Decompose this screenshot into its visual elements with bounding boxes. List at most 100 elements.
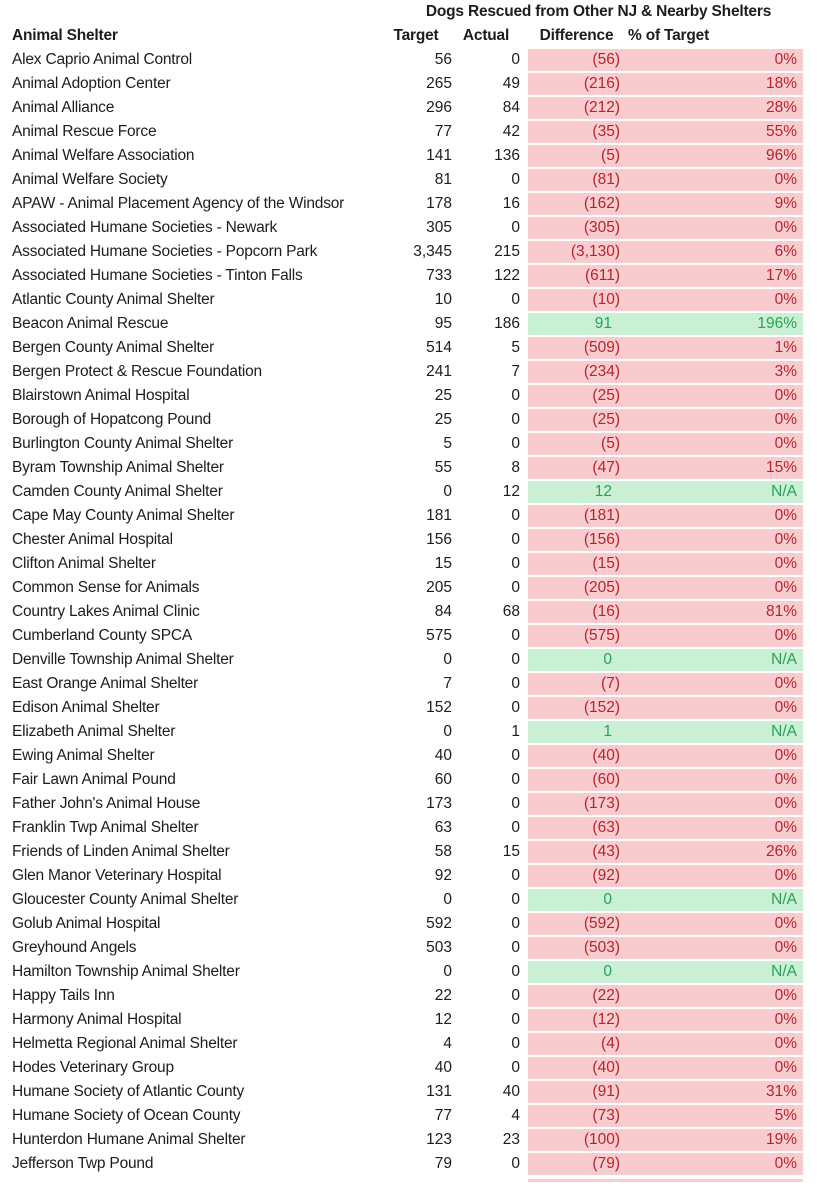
actual-cell[interactable]: 0 xyxy=(511,387,520,404)
percent-of-target-cell[interactable]: 0% xyxy=(625,672,803,696)
actual-cell[interactable]: 0 xyxy=(511,891,520,908)
shelter-name-cell[interactable]: Denville Township Animal Shelter xyxy=(12,651,234,668)
target-cell[interactable]: 0 xyxy=(443,483,452,500)
target-cell[interactable]: 95 xyxy=(434,315,452,332)
percent-of-target-cell[interactable]: N/A xyxy=(625,960,803,984)
actual-cell[interactable]: 0 xyxy=(511,1035,520,1052)
shelter-name-cell[interactable]: APAW - Animal Placement Agency of the Wi… xyxy=(12,195,345,212)
actual-cell[interactable]: 0 xyxy=(511,507,520,524)
target-cell[interactable]: 3,345 xyxy=(413,243,452,260)
percent-of-target-cell[interactable]: N/A xyxy=(625,648,803,672)
shelter-name-cell[interactable]: Animal Adoption Center xyxy=(12,75,171,92)
difference-cell[interactable]: (47) xyxy=(528,456,625,480)
percent-of-target-cell[interactable]: 6% xyxy=(625,240,803,264)
shelter-name-cell[interactable]: Associated Humane Societies - Popcorn Pa… xyxy=(12,243,318,260)
shelter-name-cell[interactable]: Cape May County Animal Shelter xyxy=(12,507,235,524)
actual-cell[interactable]: 0 xyxy=(511,867,520,884)
actual-cell[interactable]: 0 xyxy=(511,51,520,68)
percent-of-target-cell[interactable]: 0% xyxy=(625,504,803,528)
actual-cell[interactable]: 23 xyxy=(502,1131,520,1148)
shelter-name-cell[interactable]: Hunterdon Humane Animal Shelter xyxy=(12,1131,246,1148)
shelter-name-cell[interactable]: Harmony Animal Hospital xyxy=(12,1011,182,1028)
shelter-name-cell[interactable]: Blairstown Animal Hospital xyxy=(12,387,190,404)
percent-of-target-cell[interactable]: 15% xyxy=(625,456,803,480)
difference-cell[interactable]: (43) xyxy=(528,840,625,864)
percent-of-target-cell[interactable]: 0% xyxy=(625,48,803,72)
percent-of-target-cell[interactable]: 0% xyxy=(625,936,803,960)
actual-cell[interactable]: 0 xyxy=(511,579,520,596)
percent-of-target-cell[interactable]: N/A xyxy=(625,480,803,504)
target-cell[interactable]: 58 xyxy=(434,843,452,860)
shelter-name-cell[interactable]: Bergen Protect & Rescue Foundation xyxy=(12,363,262,380)
percent-of-target-cell[interactable]: 0% xyxy=(625,792,803,816)
difference-cell[interactable]: 91 xyxy=(528,312,625,336)
target-cell[interactable]: 305 xyxy=(426,219,452,236)
percent-of-target-cell[interactable]: 0% xyxy=(625,552,803,576)
percent-of-target-cell[interactable]: 96% xyxy=(625,144,803,168)
target-cell[interactable]: 25 xyxy=(434,411,452,428)
percent-of-target-cell[interactable]: 0% xyxy=(625,168,803,192)
target-cell[interactable]: 12 xyxy=(434,1011,452,1028)
difference-cell[interactable]: (5) xyxy=(528,432,625,456)
shelter-name-cell[interactable]: Greyhound Angels xyxy=(12,939,137,956)
target-cell[interactable]: 0 xyxy=(443,963,452,980)
difference-cell[interactable]: 12 xyxy=(528,480,625,504)
target-cell[interactable]: 156 xyxy=(426,531,452,548)
target-cell[interactable]: 77 xyxy=(434,123,452,140)
actual-cell[interactable]: 5 xyxy=(511,339,520,356)
actual-cell[interactable]: 0 xyxy=(511,531,520,548)
difference-cell[interactable]: (79) xyxy=(528,1152,625,1176)
actual-cell[interactable]: 0 xyxy=(511,411,520,428)
actual-cell[interactable]: 0 xyxy=(511,915,520,932)
difference-cell[interactable]: (40) xyxy=(528,744,625,768)
target-cell[interactable]: 92 xyxy=(434,867,452,884)
difference-cell[interactable]: (575) xyxy=(528,624,625,648)
target-cell[interactable]: 131 xyxy=(426,1083,452,1100)
difference-cell[interactable]: (73) xyxy=(528,1104,625,1128)
percent-of-target-cell[interactable]: 0% xyxy=(625,216,803,240)
actual-cell[interactable]: 0 xyxy=(511,675,520,692)
percent-of-target-cell[interactable]: 0% xyxy=(625,432,803,456)
difference-cell[interactable]: (35) xyxy=(528,120,625,144)
difference-cell[interactable]: (4) xyxy=(528,1032,625,1056)
target-cell[interactable]: 81 xyxy=(434,171,452,188)
shelter-name-cell[interactable]: Bergen County Animal Shelter xyxy=(12,339,215,356)
difference-cell[interactable]: (503) xyxy=(528,936,625,960)
actual-cell[interactable]: 122 xyxy=(494,267,520,284)
shelter-name-cell[interactable]: Humane Society of Atlantic County xyxy=(12,1083,245,1100)
difference-cell[interactable]: (181) xyxy=(528,504,625,528)
percent-of-target-cell[interactable]: 0% xyxy=(625,744,803,768)
difference-cell[interactable]: (305) xyxy=(528,216,625,240)
actual-cell[interactable]: 0 xyxy=(511,651,520,668)
percent-of-target-cell[interactable]: 5% xyxy=(625,1104,803,1128)
percent-of-target-cell[interactable]: 0% xyxy=(625,1056,803,1080)
actual-cell[interactable]: 16 xyxy=(502,195,520,212)
target-cell[interactable]: 40 xyxy=(434,1059,452,1076)
percent-of-target-cell[interactable]: 0% xyxy=(625,408,803,432)
target-cell[interactable]: 205 xyxy=(426,579,452,596)
difference-cell[interactable]: (60) xyxy=(528,768,625,792)
difference-cell[interactable]: (56) xyxy=(528,48,625,72)
target-cell[interactable]: 10 xyxy=(434,291,452,308)
difference-cell[interactable]: (7) xyxy=(528,672,625,696)
shelter-name-cell[interactable]: Associated Humane Societies - Newark xyxy=(12,219,278,236)
difference-cell[interactable]: (156) xyxy=(528,528,625,552)
target-cell[interactable]: 241 xyxy=(426,363,452,380)
difference-cell[interactable]: 0 xyxy=(528,888,625,912)
target-cell[interactable]: 56 xyxy=(434,51,452,68)
shelter-name-cell[interactable]: Humane Society of Ocean County xyxy=(12,1107,241,1124)
actual-cell[interactable]: 49 xyxy=(502,75,520,92)
shelter-name-cell[interactable]: Animal Rescue Force xyxy=(12,123,157,140)
actual-cell[interactable]: 0 xyxy=(511,699,520,716)
target-cell[interactable]: 592 xyxy=(426,915,452,932)
percent-of-target-cell[interactable]: 0% xyxy=(625,288,803,312)
percent-of-target-cell[interactable]: 0% xyxy=(625,1152,803,1176)
percent-of-target-cell[interactable]: 19% xyxy=(625,1128,803,1152)
percent-of-target-cell[interactable]: 55% xyxy=(625,120,803,144)
actual-cell[interactable]: 0 xyxy=(511,171,520,188)
actual-cell[interactable]: 0 xyxy=(511,1011,520,1028)
target-cell[interactable]: 296 xyxy=(426,99,452,116)
percent-of-target-cell[interactable]: 26% xyxy=(625,840,803,864)
target-cell[interactable]: 77 xyxy=(434,1107,452,1124)
target-cell[interactable]: 0 xyxy=(443,891,452,908)
